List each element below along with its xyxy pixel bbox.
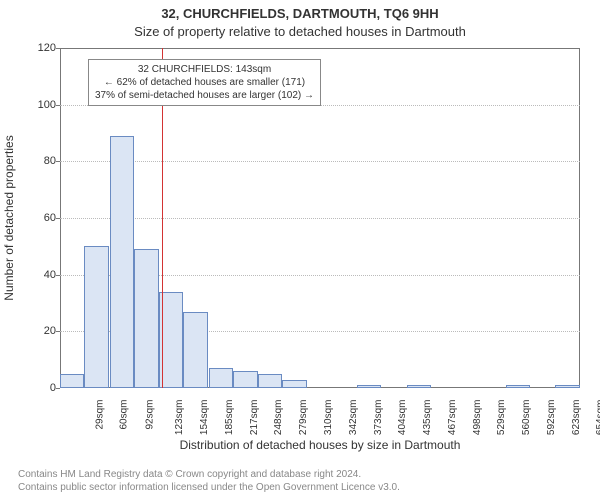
y-tick-mark [56, 161, 60, 162]
x-tick-label: 560sqm [521, 400, 532, 436]
y-tick-label: 120 [16, 42, 56, 54]
x-tick-label: 279sqm [298, 400, 309, 436]
x-tick-label: 217sqm [249, 400, 260, 436]
footer-line-1: Contains HM Land Registry data © Crown c… [18, 469, 400, 482]
gridline [60, 161, 580, 162]
footer-line-2: Contains public sector information licen… [18, 482, 400, 495]
annotation-line-1: 32 CHURCHFIELDS: 143sqm [95, 63, 314, 76]
histogram-bar [60, 374, 85, 388]
x-tick-label: 154sqm [199, 400, 210, 436]
x-tick-label: 498sqm [472, 400, 483, 436]
histogram-bar [84, 246, 109, 388]
x-tick-label: 185sqm [224, 400, 235, 436]
y-tick-label: 100 [16, 99, 56, 111]
histogram-bar [183, 312, 208, 389]
title-line-1: 32, CHURCHFIELDS, DARTMOUTH, TQ6 9HH [0, 6, 600, 21]
y-tick-mark [56, 48, 60, 49]
gridline [60, 218, 580, 219]
y-tick-mark [56, 105, 60, 106]
x-tick-label: 435sqm [422, 400, 433, 436]
x-tick-label: 592sqm [546, 400, 557, 436]
x-tick-label: 404sqm [397, 400, 408, 436]
y-tick-mark [56, 275, 60, 276]
x-tick-label: 654sqm [595, 400, 600, 436]
y-tick-label: 20 [16, 325, 56, 337]
x-tick-label: 248sqm [274, 400, 285, 436]
histogram-bar [407, 385, 432, 388]
x-axis-label: Distribution of detached houses by size … [60, 438, 580, 452]
y-tick-label: 60 [16, 212, 56, 224]
x-tick-label: 29sqm [94, 400, 105, 430]
histogram-bar [282, 380, 307, 389]
histogram-bar [555, 385, 580, 388]
y-tick-label: 80 [16, 155, 56, 167]
y-tick-label: 0 [16, 382, 56, 394]
annotation-line-2: ← 62% of detached houses are smaller (17… [95, 76, 314, 89]
histogram-bar [110, 136, 135, 388]
x-tick-label: 342sqm [348, 400, 359, 436]
title-line-2: Size of property relative to detached ho… [0, 24, 600, 39]
histogram-bar [506, 385, 531, 388]
y-tick-mark [56, 218, 60, 219]
annotation-line-3: 37% of semi-detached houses are larger (… [95, 89, 314, 102]
x-tick-label: 529sqm [496, 400, 507, 436]
x-tick-label: 623sqm [571, 400, 582, 436]
x-tick-label: 373sqm [373, 400, 384, 436]
footer-attribution: Contains HM Land Registry data © Crown c… [18, 469, 400, 494]
x-tick-label: 310sqm [323, 400, 334, 436]
histogram-bar [233, 371, 258, 388]
histogram-bar [209, 368, 234, 388]
histogram-bar [134, 249, 159, 388]
chart-container: 32, CHURCHFIELDS, DARTMOUTH, TQ6 9HH Siz… [0, 0, 600, 500]
histogram-bar [357, 385, 382, 388]
x-tick-label: 467sqm [447, 400, 458, 436]
x-tick-label: 60sqm [119, 400, 130, 430]
annotation-box: 32 CHURCHFIELDS: 143sqm← 62% of detached… [88, 59, 321, 106]
x-tick-label: 92sqm [144, 400, 155, 430]
y-tick-mark [56, 331, 60, 332]
histogram-bar [258, 374, 283, 388]
y-tick-label: 40 [16, 269, 56, 281]
x-tick-label: 123sqm [174, 400, 185, 436]
y-tick-mark [56, 388, 60, 389]
